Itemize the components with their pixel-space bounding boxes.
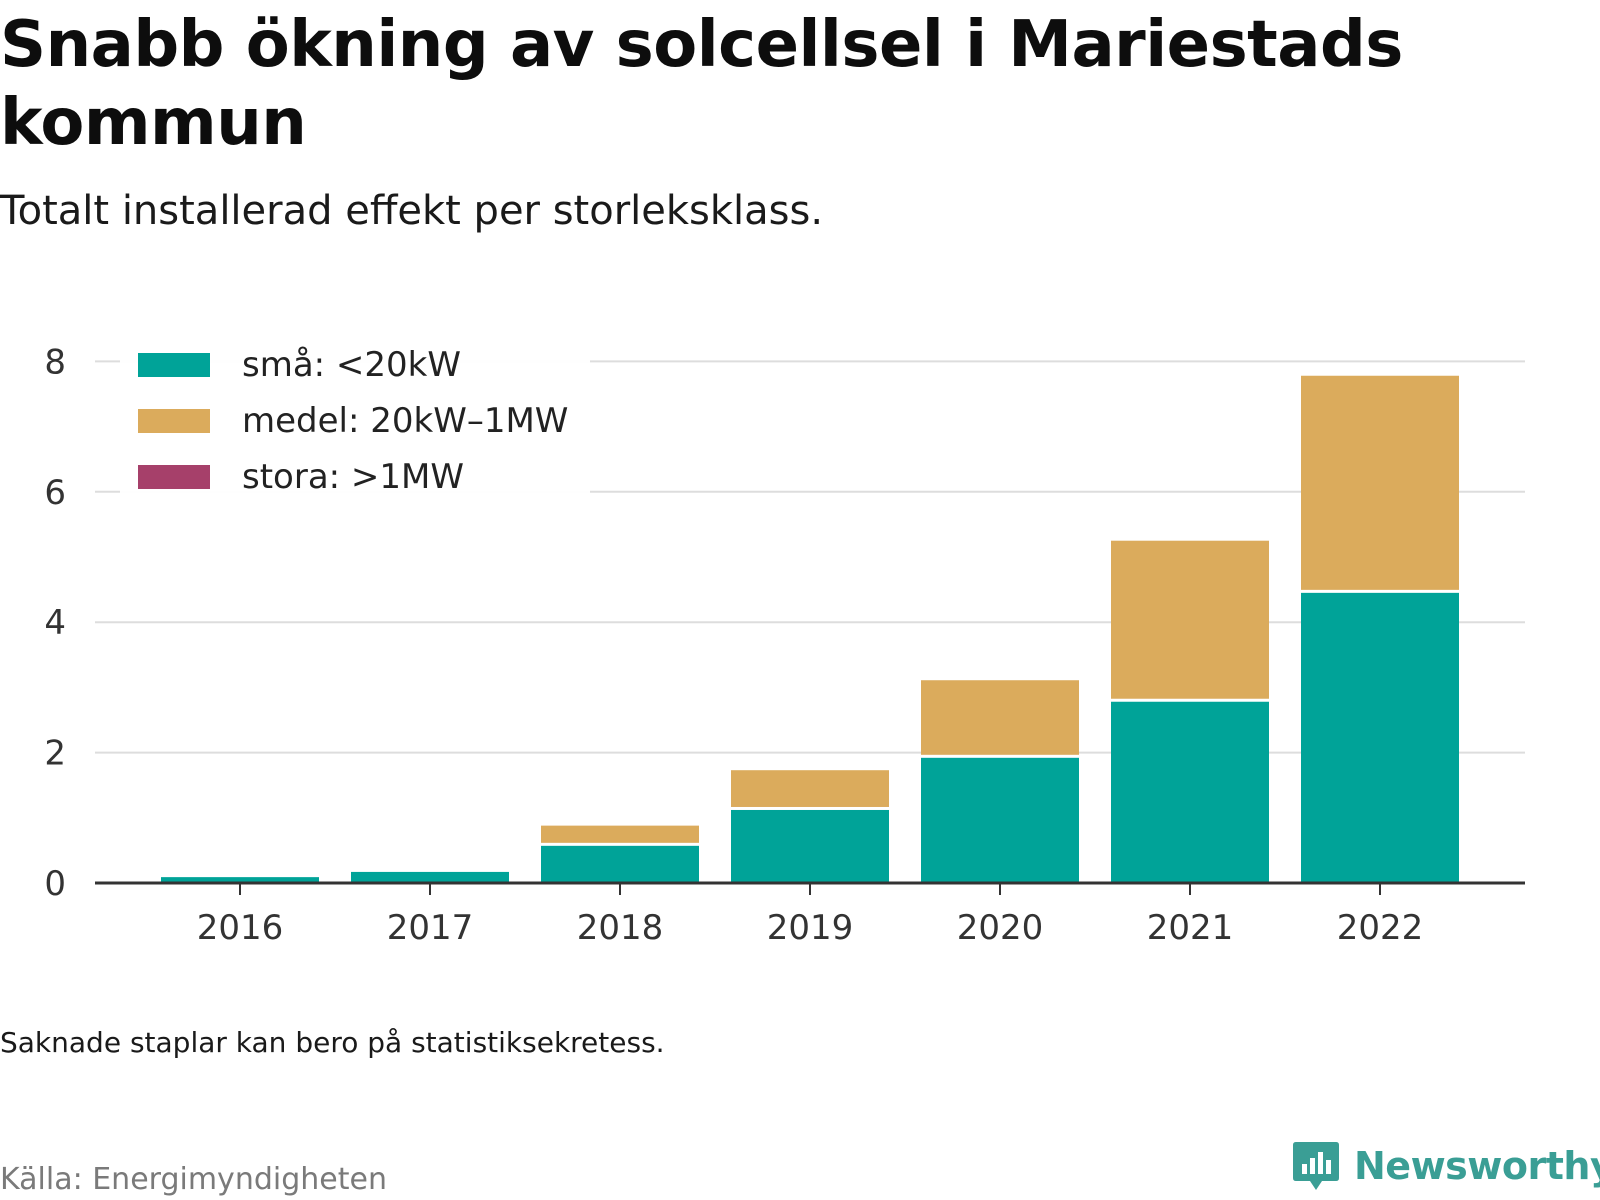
bar-2021-sm-20kw (1111, 701, 1269, 883)
x-tick-labels: 2016 2017 2018 2019 2020 2021 2022 (197, 908, 1424, 948)
legend-label-stora: stora: >1MW (242, 457, 464, 497)
y-tick-label-4: 4 (44, 603, 66, 643)
bar-2020-sm-20kw (921, 757, 1079, 883)
y-tick-label-6: 6 (44, 473, 66, 513)
x-tick-label-2017: 2017 (387, 908, 474, 948)
bar-2016-sm-20kw (161, 877, 319, 883)
bar-2019-medel-20kw-1mw (731, 770, 889, 807)
y-tick-label-2: 2 (44, 734, 66, 774)
bar-2018-medel-20kw-1mw (541, 825, 699, 843)
bar-2022-medel-20kw-1mw (1301, 375, 1459, 590)
x-tick-label-2019: 2019 (767, 908, 854, 948)
legend-item-stora: stora: >1MW (138, 452, 464, 502)
y-tick-labels: 0 2 4 6 8 (44, 342, 66, 904)
x-tick-label-2020: 2020 (957, 908, 1044, 948)
bar-2017-sm-20kw (351, 871, 509, 883)
bar-2019-sm-20kw (731, 809, 889, 883)
bars (161, 375, 1459, 883)
legend: små: <20kW medel: 20kW–1MW stora: >1MW (120, 328, 590, 498)
legend-item-medel: medel: 20kW–1MW (138, 396, 568, 446)
legend-label-medel: medel: 20kW–1MW (242, 401, 569, 441)
x-tick-label-2018: 2018 (577, 908, 664, 948)
legend-label-sma: små: <20kW (242, 345, 461, 385)
source-credit: Källa: Energimyndigheten (0, 1162, 387, 1197)
bar-2022-sm-20kw (1301, 592, 1459, 883)
chart-subtitle: Totalt installerad effekt per storlekskl… (0, 188, 824, 234)
bar-2021-medel-20kw-1mw (1111, 540, 1269, 699)
newsworthy-logo-icon (1293, 1142, 1339, 1190)
y-tick-label-0: 0 (44, 864, 66, 904)
brand-name: Newsworthy (1354, 1144, 1600, 1188)
x-axis (95, 881, 1525, 895)
x-tick-label-2016: 2016 (197, 908, 284, 948)
chart-title: Snabb ökning av solcellsel i Mariestads … (0, 8, 1403, 160)
footnote: Saknade staplar kan bero på statistiksek… (0, 1026, 665, 1059)
legend-swatch-stora (138, 465, 210, 489)
x-tick-label-2022: 2022 (1337, 908, 1424, 948)
y-tick-label-8: 8 (44, 342, 66, 382)
bar-2020-medel-20kw-1mw (921, 680, 1079, 755)
bar-2018-sm-20kw (541, 845, 699, 883)
legend-swatch-sma (138, 353, 210, 377)
brand-logo[interactable]: Newsworthy (1292, 1140, 1600, 1192)
legend-item-sma: små: <20kW (138, 340, 461, 390)
x-tick-label-2021: 2021 (1147, 908, 1234, 948)
legend-swatch-medel (138, 409, 210, 433)
